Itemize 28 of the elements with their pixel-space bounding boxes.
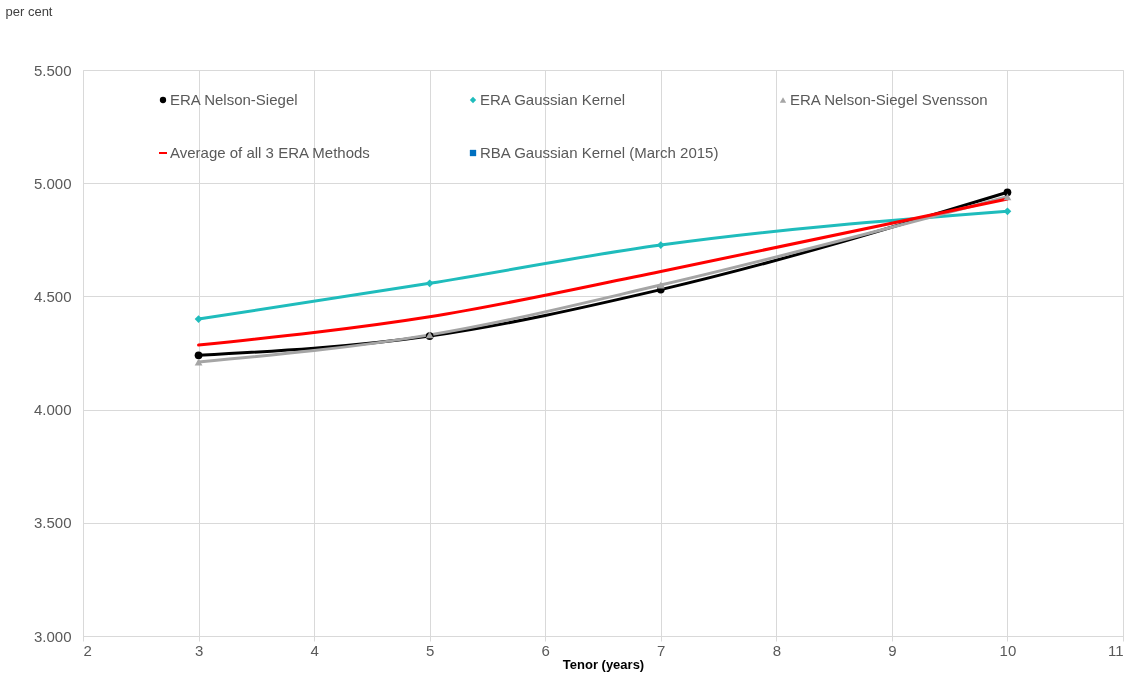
y-tick-label: 5.000 [33,174,72,192]
y-axis-title: per cent [5,3,53,19]
x-tick-label: 6 [541,641,550,659]
x-tick-label: 3 [194,641,204,659]
point [425,279,434,288]
x-axis-title: Tenor (years) [562,656,645,672]
point [1003,188,1012,197]
legend-label: Average of all 3 ERA Methods [170,144,370,161]
y-tick-label: 5.500 [33,61,72,79]
x-tick-label: 10 [999,641,1017,659]
legend-label: ERA Nelson-Siegel [170,91,298,108]
x-tick-label: 11 [1107,641,1124,659]
y-tick-label: 4.000 [33,401,72,419]
point [1003,193,1012,201]
x-tick-label: 5 [425,641,435,659]
point [194,315,203,323]
x-tick-label: 7 [657,641,666,659]
x-tick-label: 8 [772,641,782,659]
x-tick-label: 4 [310,641,319,659]
legend-label: ERA Nelson-Siegel Svensson [790,91,988,108]
y-tick-label: 3.500 [33,514,72,532]
y-tick-label: 4.500 [33,287,72,305]
y-tick-label: 3.000 [33,627,72,645]
legend-label: ERA Gaussian Kernel [480,91,626,108]
x-tick-label: 2 [83,641,92,659]
point [194,351,203,360]
x-tick-label: 9 [888,641,897,659]
legend-label: RBA Gaussian Kernel (March 2015) [480,144,719,161]
